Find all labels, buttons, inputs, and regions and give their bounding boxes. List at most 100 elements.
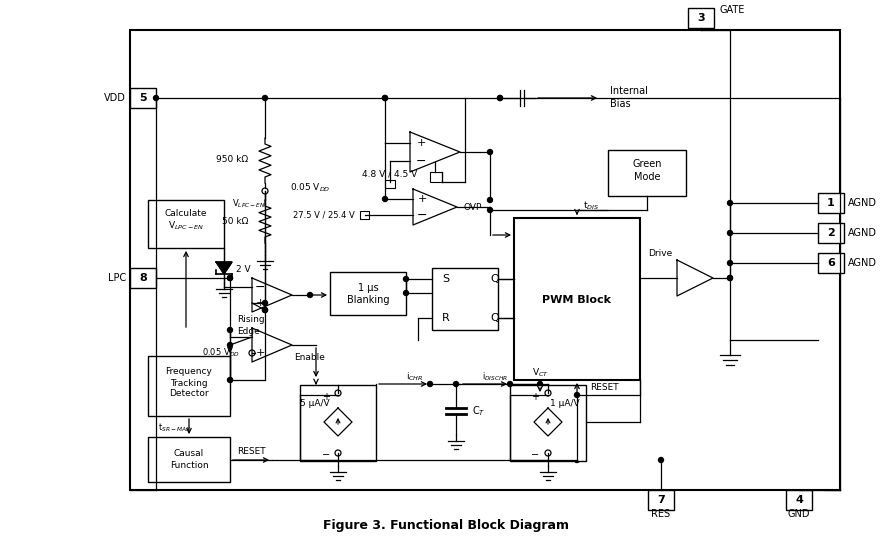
Text: Blanking: Blanking [347,295,389,305]
Circle shape [728,275,732,280]
Circle shape [488,197,492,203]
Text: 5: 5 [139,93,147,103]
Text: t$_{SR-MAX}$: t$_{SR-MAX}$ [158,421,192,434]
Circle shape [227,275,233,280]
Text: Tracking: Tracking [170,378,208,388]
Bar [360,211,369,219]
Circle shape [227,377,233,383]
Circle shape [728,260,732,266]
Text: Internal: Internal [610,86,648,96]
Text: LPC: LPC [108,273,126,283]
Text: 1: 1 [827,198,835,208]
Bar [385,180,395,188]
Bar [300,385,376,461]
Bar [130,88,156,108]
Text: RES: RES [651,509,671,519]
Bar [818,253,844,273]
Text: Q̄: Q̄ [490,313,499,323]
Circle shape [427,382,433,386]
Bar [330,272,406,315]
Text: RESET: RESET [236,446,265,455]
Text: Frequency: Frequency [166,368,212,377]
Bar [148,200,224,248]
Text: 950 kΩ: 950 kΩ [216,155,248,164]
Bar [688,8,714,28]
Text: 1 µA/V: 1 µA/V [550,398,580,407]
Bar [432,268,498,330]
Text: 7: 7 [657,495,665,505]
Text: 1 µs: 1 µs [358,283,378,293]
Bar [818,223,844,243]
Text: −: − [255,280,265,294]
Text: AGND: AGND [848,228,877,238]
Circle shape [488,149,492,155]
Text: Rising: Rising [237,315,265,324]
Circle shape [403,291,409,295]
Text: V$_{LPC-EN}$: V$_{LPC-EN}$ [168,220,204,232]
Bar [514,218,640,380]
Text: −: − [417,209,427,222]
Text: C$_T$: C$_T$ [472,404,485,418]
Circle shape [262,308,268,313]
Text: AGND: AGND [848,198,877,208]
Text: 3: 3 [698,13,705,23]
Text: R: R [442,313,450,323]
Text: Bias: Bias [610,99,631,109]
Text: Drive: Drive [648,248,673,258]
Circle shape [262,308,268,313]
Circle shape [383,95,387,100]
Text: +: + [417,194,426,204]
Text: 0.05 V$_{DD}$: 0.05 V$_{DD}$ [202,347,240,360]
Text: i$_{DISCHR}$: i$_{DISCHR}$ [482,371,508,383]
Text: GATE: GATE [720,5,746,15]
Circle shape [728,275,732,280]
Circle shape [262,301,268,306]
Bar [608,150,686,196]
Circle shape [728,201,732,205]
Text: −: − [416,155,426,168]
Text: 0.05 V$_{DD}$: 0.05 V$_{DD}$ [290,182,331,194]
Text: 50 kΩ: 50 kΩ [221,217,248,225]
Circle shape [538,382,542,386]
Text: +: + [322,392,330,402]
Text: AGND: AGND [848,258,877,268]
Circle shape [308,293,312,298]
Bar [648,490,674,510]
Text: Green: Green [632,159,662,169]
Circle shape [498,95,502,100]
Circle shape [574,458,580,462]
Circle shape [403,277,409,281]
Text: 4.8 V / 4.5 V: 4.8 V / 4.5 V [362,169,417,178]
Circle shape [728,231,732,236]
Text: 2 V: 2 V [236,266,251,274]
Text: +: + [255,348,265,358]
Circle shape [227,328,233,333]
Text: Figure 3. Functional Block Diagram: Figure 3. Functional Block Diagram [323,520,569,533]
Text: Detector: Detector [169,390,209,398]
Text: 2: 2 [827,228,835,238]
Circle shape [658,458,664,462]
Circle shape [488,208,492,212]
Text: +: + [255,298,265,308]
Polygon shape [216,262,232,274]
Text: 4: 4 [795,495,803,505]
Text: Causal: Causal [174,448,204,458]
Text: Calculate: Calculate [165,210,207,218]
Text: 27.5 V / 25.4 V: 27.5 V / 25.4 V [293,211,355,219]
Text: 8: 8 [139,273,147,283]
Circle shape [153,95,159,100]
Text: V$_{CT}$: V$_{CT}$ [532,367,549,379]
Bar [430,172,442,182]
Bar [148,356,230,416]
Circle shape [227,377,233,383]
Text: −: − [322,450,330,460]
Text: Mode: Mode [633,172,660,182]
Circle shape [227,342,233,348]
Text: V$_{LPC-EN}$: V$_{LPC-EN}$ [232,198,266,210]
Bar [148,437,230,482]
Text: 5 µA/V: 5 µA/V [301,398,330,407]
Circle shape [383,95,387,100]
Text: +: + [417,138,425,148]
Bar [130,268,156,288]
Circle shape [508,382,513,386]
